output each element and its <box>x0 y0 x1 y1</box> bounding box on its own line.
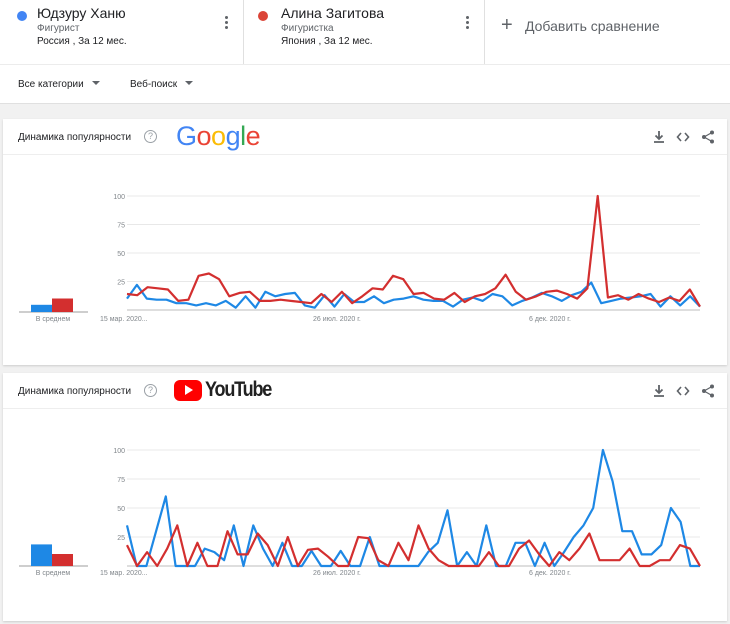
y-tick-label: 25 <box>117 280 125 287</box>
x-tick-label: 26 июл. 2020 г. <box>313 316 361 323</box>
average-bar-2 <box>52 554 73 566</box>
term-card-2[interactable]: Алина Загитова Фигуристка Япония , За 12… <box>244 0 484 64</box>
plus-icon: + <box>501 14 513 36</box>
embed-icon[interactable] <box>676 384 690 398</box>
series-color-dot <box>258 11 268 21</box>
download-icon[interactable] <box>652 384 666 398</box>
average-bar-1 <box>31 304 52 312</box>
add-comparison-button[interactable]: + Добавить сравнение <box>485 0 730 64</box>
search-type-dropdown[interactable]: Веб-поиск <box>130 79 194 90</box>
y-tick-label: 100 <box>113 194 125 201</box>
y-tick-label: 50 <box>117 251 125 258</box>
term-name: Алина Загитова <box>281 5 385 21</box>
y-tick-label: 100 <box>113 448 125 455</box>
average-bar-2 <box>52 298 73 312</box>
term-meta: Япония , За 12 мес. <box>281 36 373 47</box>
x-tick-label: 6 дек. 2020 г. <box>529 316 571 323</box>
download-icon[interactable] <box>652 130 666 144</box>
comparison-bar: Юдзуру Ханю Фигурист Россия , За 12 мес.… <box>0 0 730 64</box>
filter-bar: Все категории Веб-поиск <box>0 64 730 104</box>
help-icon[interactable]: ? <box>144 384 157 397</box>
more-vert-icon[interactable] <box>464 15 470 31</box>
interest-over-time-card-google: Динамика популярности ? Google 100 75 50 25… <box>3 119 727 365</box>
term-card-1[interactable]: Юдзуру Ханю Фигурист Россия , За 12 мес. <box>0 0 243 64</box>
average-label: В среднем <box>36 570 71 577</box>
share-icon[interactable] <box>701 130 715 144</box>
term-type: Фигурист <box>37 23 80 34</box>
average-bar-1 <box>31 544 52 566</box>
share-icon[interactable] <box>701 384 715 398</box>
term-name: Юдзуру Ханю <box>37 5 126 21</box>
card-header: Динамика популярности ? Google <box>3 119 727 155</box>
line-chart-google: 100 75 50 25 15 мар. 2020... 26 июл. 2020 г. 6… <box>19 194 701 323</box>
average-label: В среднем <box>36 316 71 323</box>
category-label: Все категории <box>18 79 84 90</box>
more-vert-icon[interactable] <box>223 15 229 31</box>
term-meta: Россия , За 12 мес. <box>37 36 127 47</box>
divider <box>243 0 244 64</box>
x-tick-label: 15 мар. 2020... <box>100 570 148 577</box>
line-chart-youtube: 100 75 50 25 15 мар. 2020... 26 июл. 2020 г. 6… <box>19 448 701 577</box>
series-color-dot <box>17 11 27 21</box>
series-line-2 <box>126 194 701 308</box>
card-header: Динамика популярности ? YouTube <box>3 373 727 409</box>
series-line-2 <box>126 524 701 568</box>
caret-down-icon <box>185 81 194 86</box>
embed-icon[interactable] <box>676 130 690 144</box>
series-line-1 <box>126 281 701 309</box>
divider <box>484 0 485 64</box>
x-tick-label: 6 дек. 2020 г. <box>529 570 571 577</box>
interest-over-time-card-youtube: Динамика популярности ? YouTube 100 75 50 2… <box>3 373 727 621</box>
search-type-label: Веб-поиск <box>130 79 178 90</box>
x-tick-label: 26 июл. 2020 г. <box>313 570 361 577</box>
series-line-1 <box>125 448 700 568</box>
help-icon[interactable]: ? <box>144 130 157 143</box>
card-title: Динамика популярности <box>18 132 132 143</box>
card-title: Динамика популярности <box>18 386 132 397</box>
google-logo: Google <box>176 121 261 151</box>
x-tick-label: 15 мар. 2020... <box>100 316 148 323</box>
caret-down-icon <box>91 81 100 86</box>
y-tick-label: 75 <box>117 477 125 484</box>
category-dropdown[interactable]: Все категории <box>18 79 100 90</box>
y-tick-label: 50 <box>117 506 125 513</box>
add-comparison-label: Добавить сравнение <box>525 18 660 34</box>
y-tick-label: 75 <box>117 223 125 230</box>
term-type: Фигуристка <box>281 23 334 34</box>
y-tick-label: 25 <box>117 535 125 542</box>
